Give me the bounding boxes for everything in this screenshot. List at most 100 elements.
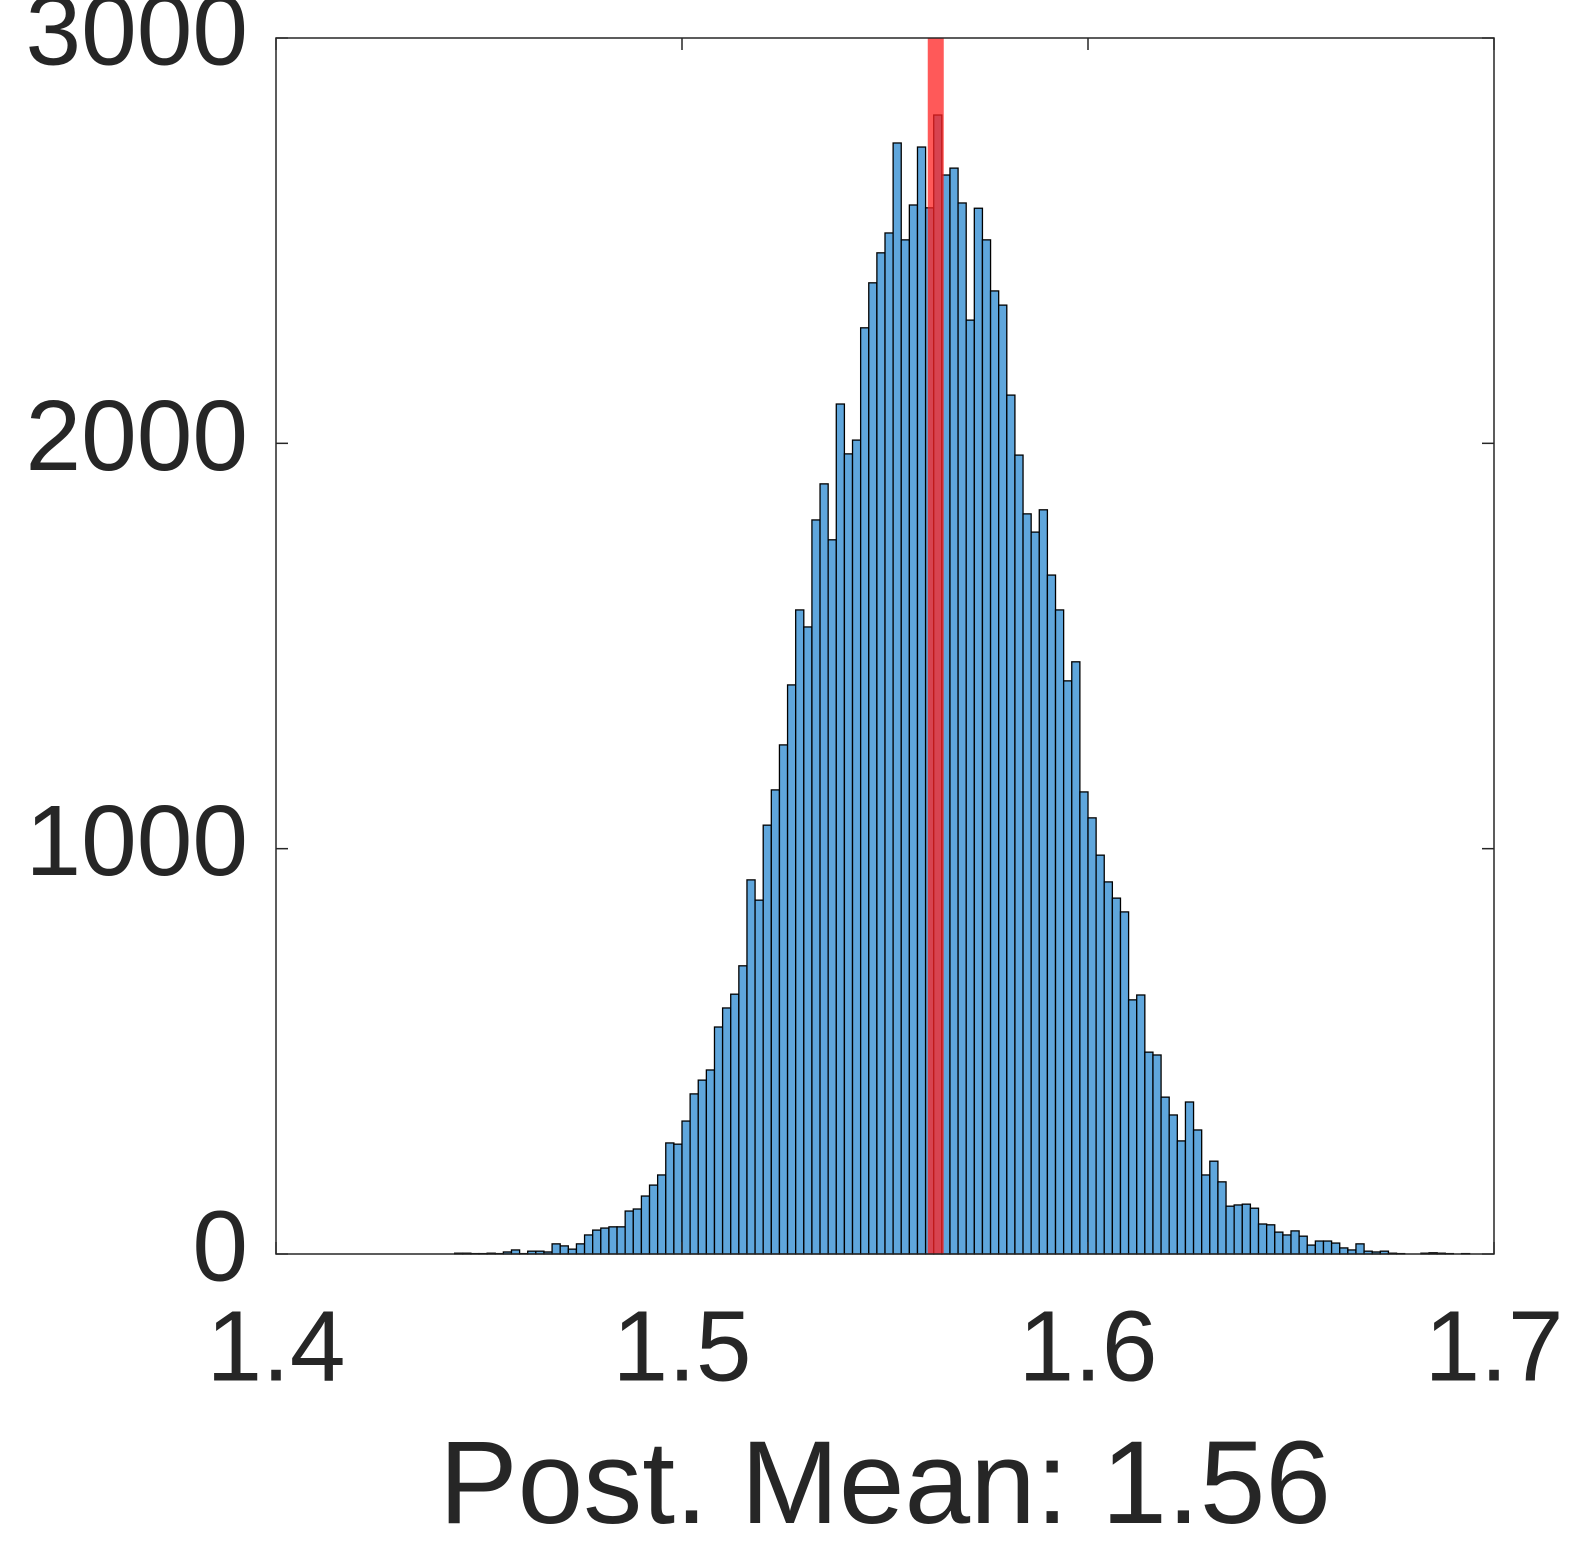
bar xyxy=(1062,680,1073,1255)
y-tick-label: 2000 xyxy=(26,380,248,492)
bar xyxy=(648,1184,659,1255)
bar xyxy=(835,403,846,1255)
bar xyxy=(656,1174,667,1255)
bar xyxy=(859,327,870,1255)
bar xyxy=(1257,1223,1268,1255)
bar xyxy=(1168,1114,1178,1255)
bar xyxy=(1298,1235,1308,1255)
bar xyxy=(892,142,902,1255)
bar xyxy=(1201,1174,1211,1255)
bar xyxy=(973,207,984,1255)
bar xyxy=(1119,911,1130,1255)
bar xyxy=(665,1142,675,1255)
bar xyxy=(592,1229,602,1255)
bar xyxy=(1046,574,1057,1255)
bar xyxy=(1274,1231,1284,1255)
bar xyxy=(1176,1140,1187,1255)
bar xyxy=(673,1143,683,1255)
bar xyxy=(1249,1207,1260,1255)
bar xyxy=(1136,994,1146,1255)
bar xyxy=(1209,1160,1219,1255)
bar xyxy=(1030,531,1040,1255)
bar xyxy=(884,232,894,1255)
bar xyxy=(1087,817,1097,1255)
bar xyxy=(1006,394,1016,1255)
bar xyxy=(1233,1204,1243,1255)
bar xyxy=(1355,1243,1365,1255)
bar xyxy=(989,290,1000,1255)
bar xyxy=(827,539,837,1255)
y-tick-label: 1000 xyxy=(26,785,248,897)
bar xyxy=(754,899,764,1255)
x-tick-label: 1.5 xyxy=(612,1290,751,1402)
bar xyxy=(1079,791,1089,1255)
bar xyxy=(786,684,797,1255)
bar xyxy=(681,1120,691,1255)
y-tick-label: 3000 xyxy=(26,0,248,86)
bar xyxy=(551,1243,561,1255)
bar xyxy=(770,789,781,1255)
axes-box xyxy=(275,37,1495,1255)
x-tick-label: 1.6 xyxy=(1018,1290,1157,1402)
bar xyxy=(1184,1101,1195,1255)
bar xyxy=(1103,881,1114,1255)
bar xyxy=(916,146,927,1255)
bar xyxy=(868,282,878,1255)
bar xyxy=(965,319,975,1255)
bar xyxy=(1152,1054,1162,1255)
bar xyxy=(908,204,919,1255)
bar xyxy=(1071,661,1081,1255)
bar xyxy=(632,1208,643,1255)
bar xyxy=(1111,897,1122,1255)
bar xyxy=(738,965,748,1255)
bar xyxy=(981,239,992,1255)
bar xyxy=(851,439,862,1255)
bar xyxy=(689,1093,699,1255)
bar xyxy=(1322,1240,1333,1255)
bar xyxy=(1038,509,1049,1255)
bar xyxy=(949,167,959,1255)
bar xyxy=(600,1227,610,1255)
bar xyxy=(803,626,813,1255)
bar xyxy=(957,202,967,1255)
bar xyxy=(795,609,805,1255)
bar xyxy=(762,824,772,1255)
bar xyxy=(1217,1181,1227,1255)
bar xyxy=(1241,1203,1252,1255)
bar xyxy=(1306,1244,1317,1255)
bar xyxy=(1330,1242,1341,1255)
bar xyxy=(721,1007,732,1255)
bar xyxy=(640,1195,651,1255)
bar xyxy=(730,993,740,1255)
bar xyxy=(998,304,1008,1255)
bar xyxy=(843,453,854,1255)
bar xyxy=(705,1069,716,1255)
bar xyxy=(575,1243,586,1255)
bar xyxy=(1192,1129,1203,1255)
bar xyxy=(819,483,829,1255)
bar xyxy=(583,1234,594,1255)
bar xyxy=(1339,1247,1349,1255)
x-axis-label: Post. Mean: 1.56 xyxy=(439,1417,1331,1549)
bar xyxy=(876,252,886,1255)
bar xyxy=(616,1226,626,1255)
bar xyxy=(1314,1240,1325,1255)
bar xyxy=(1095,854,1105,1255)
bar xyxy=(608,1226,618,1255)
y-tick-label: 0 xyxy=(192,1190,248,1302)
bar xyxy=(1225,1205,1235,1255)
x-tick-label: 1.4 xyxy=(206,1290,345,1402)
bar xyxy=(746,879,756,1255)
x-tick-label: 1.7 xyxy=(1424,1290,1563,1402)
bar xyxy=(1265,1224,1276,1255)
bar xyxy=(1054,609,1065,1255)
bar xyxy=(811,519,821,1255)
bar xyxy=(1160,1096,1170,1255)
bar xyxy=(697,1079,708,1255)
bar xyxy=(1127,999,1138,1255)
bar xyxy=(778,744,789,1255)
bar xyxy=(1014,454,1024,1255)
bar xyxy=(713,1026,724,1255)
bar xyxy=(900,239,911,1255)
